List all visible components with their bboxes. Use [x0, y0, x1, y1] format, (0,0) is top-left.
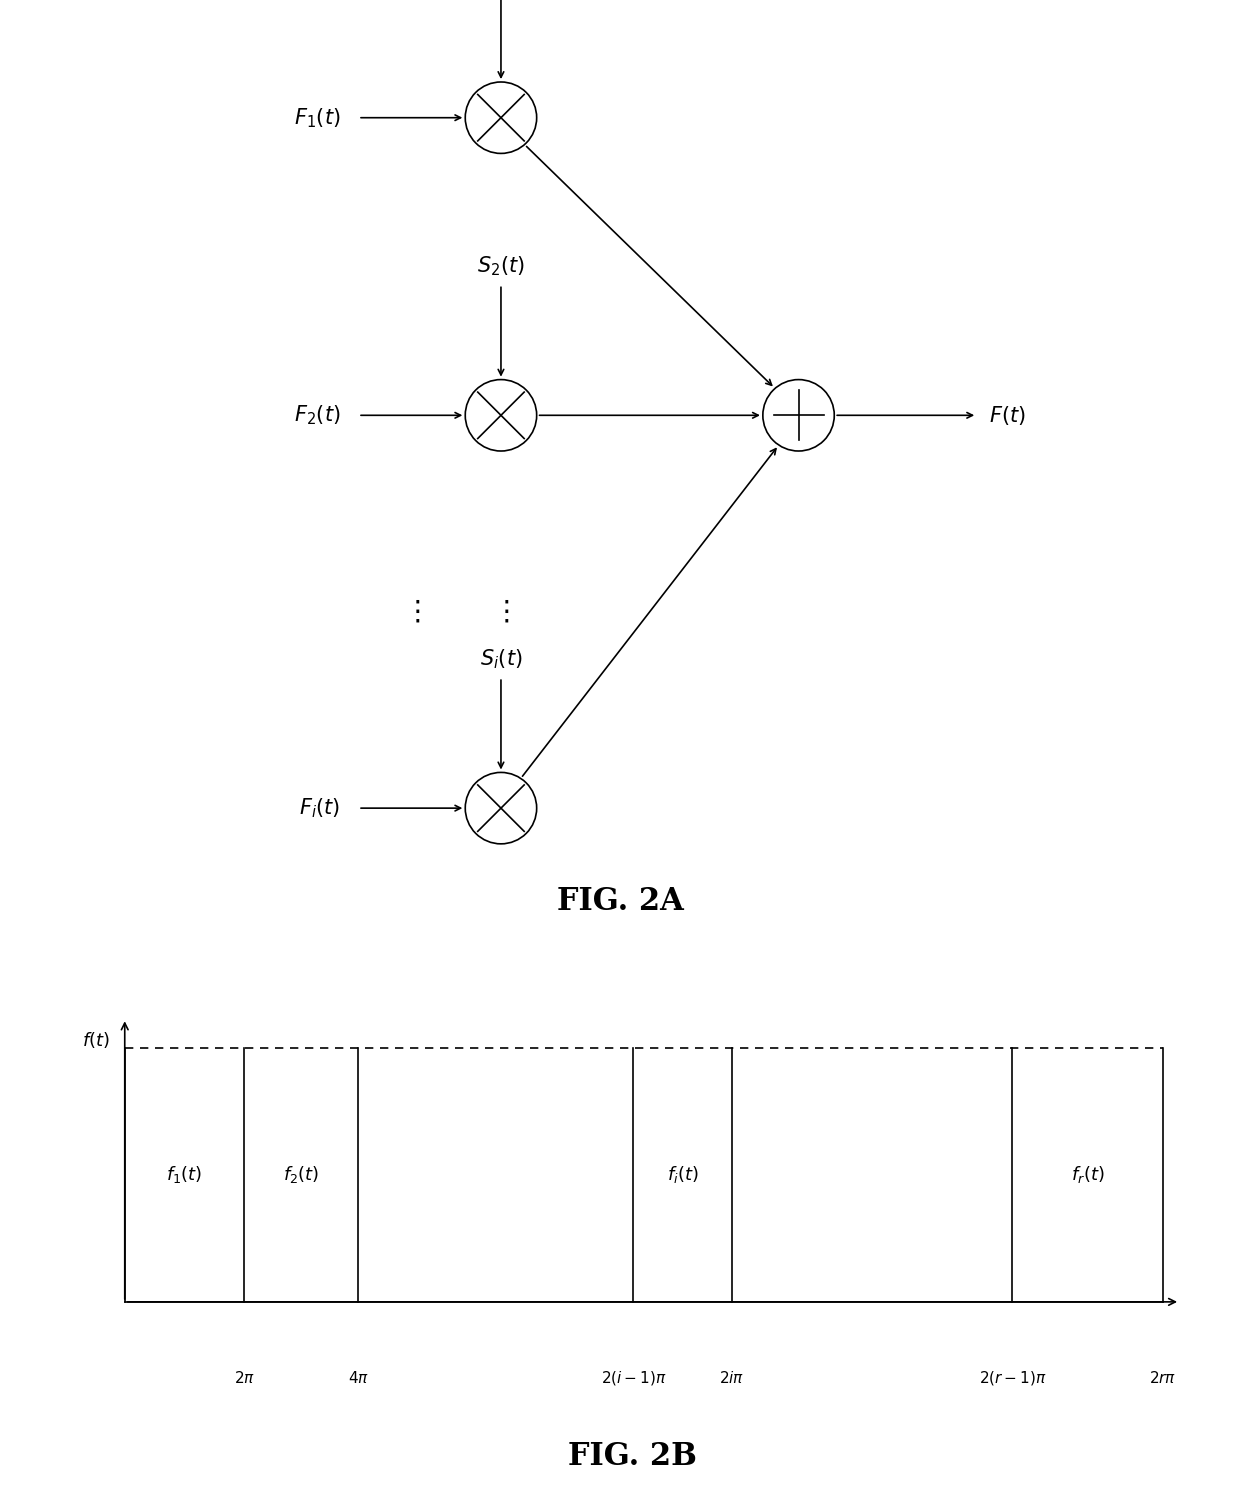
Text: $F_2(t)$: $F_2(t)$ — [294, 403, 340, 428]
Text: $\vdots$: $\vdots$ — [403, 598, 420, 626]
Text: $f_1(t)$: $f_1(t)$ — [166, 1165, 202, 1186]
Text: $4\pi$: $4\pi$ — [347, 1370, 368, 1386]
Text: FIG. 2A: FIG. 2A — [557, 887, 683, 917]
Text: $2r\pi$: $2r\pi$ — [1149, 1370, 1177, 1386]
Text: FIG. 2B: FIG. 2B — [568, 1441, 697, 1473]
Text: $S_2(t)$: $S_2(t)$ — [477, 255, 525, 278]
Text: $\vdots$: $\vdots$ — [492, 598, 510, 626]
Text: $S_i(t)$: $S_i(t)$ — [480, 648, 522, 671]
Text: $f_r(t)$: $f_r(t)$ — [1071, 1165, 1105, 1186]
Text: $2\pi$: $2\pi$ — [233, 1370, 254, 1386]
Text: $F(t)$: $F(t)$ — [990, 403, 1025, 426]
Text: $F_i(t)$: $F_i(t)$ — [299, 796, 340, 820]
Text: $2(i-1)\pi$: $2(i-1)\pi$ — [600, 1369, 666, 1387]
Text: $f_2(t)$: $f_2(t)$ — [283, 1165, 320, 1186]
Text: $f(t)$: $f(t)$ — [82, 1029, 110, 1050]
Text: $f_i(t)$: $f_i(t)$ — [667, 1165, 698, 1186]
Text: $2(r-1)\pi$: $2(r-1)\pi$ — [978, 1369, 1047, 1387]
Text: $F_1(t)$: $F_1(t)$ — [294, 106, 340, 130]
Text: $2i\pi$: $2i\pi$ — [719, 1370, 745, 1386]
